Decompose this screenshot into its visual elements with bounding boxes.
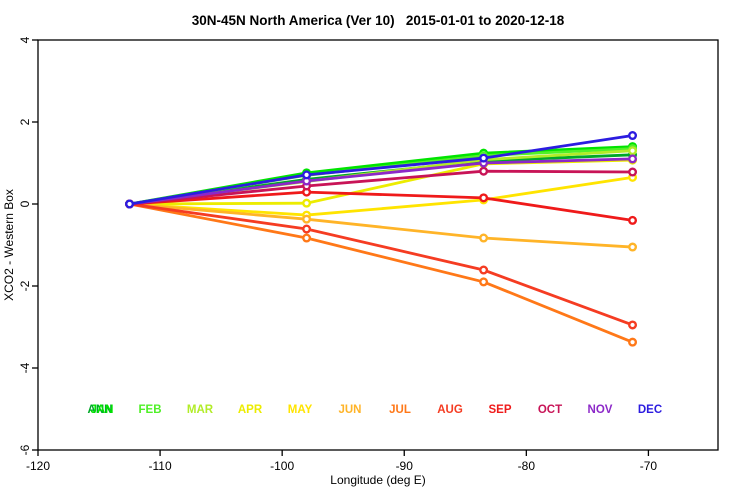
legend-label-nov: NOV (588, 404, 613, 416)
x-tick-label: -90 (396, 459, 414, 473)
y-tick-label: -2 (18, 280, 32, 291)
legend-label-aug: AUG (437, 404, 463, 416)
series-line-oct (128, 169, 634, 206)
legend-label-oct: OCT (538, 404, 562, 416)
series-marker-oct (628, 167, 638, 177)
series-marker-jul (628, 337, 638, 347)
series-marker-nov (628, 154, 638, 164)
series-marker-mar (628, 146, 638, 156)
series-marker-jun (479, 233, 489, 243)
series-line-dec (128, 134, 634, 206)
series-marker-oct (479, 166, 489, 176)
legend-label-jan: JAN (90, 404, 113, 416)
chart-title: 30N-45N North America (Ver 10) 2015-01-0… (192, 13, 565, 28)
legend-label-feb: FEB (139, 404, 162, 416)
y-tick-label: 0 (18, 200, 32, 207)
x-tick-label: -80 (518, 459, 536, 473)
legend-label-may: MAY (288, 404, 313, 416)
series-line-may (128, 175, 634, 217)
series-marker-apr (302, 198, 312, 208)
series-marker-jul (479, 277, 489, 287)
series-marker-jun (628, 242, 638, 252)
x-tick-label: -70 (640, 459, 658, 473)
x-tick-label: -120 (26, 459, 50, 473)
legend-label-jul: JUL (389, 404, 411, 416)
legend-label-mar: MAR (187, 404, 214, 416)
series-marker-jul (302, 233, 312, 243)
y-tick-label: 2 (18, 118, 32, 125)
plot-border (37, 39, 719, 451)
legend-label-sep: SEP (488, 404, 511, 416)
legend-label-apr: APR (238, 404, 263, 416)
series-marker-sep (628, 215, 638, 225)
legend-label-jun: JUN (338, 404, 361, 416)
series-marker-dec (628, 131, 638, 141)
series-marker-dec (302, 170, 312, 180)
x-axis-label: Longitude (deg E) (330, 473, 425, 487)
series-marker-aug (302, 224, 312, 234)
legend-label-dec: DEC (638, 404, 662, 416)
y-axis-label: XCO2 - Western Box (2, 189, 16, 301)
series-marker-dec (125, 199, 135, 209)
y-tick-label: -6 (18, 444, 32, 455)
series-marker-aug (479, 265, 489, 275)
series-marker-jun (302, 214, 312, 224)
y-tick-label: 4 (18, 36, 32, 43)
series-line-jul (128, 202, 634, 344)
series-marker-sep (479, 193, 489, 203)
x-tick-label: -100 (270, 459, 294, 473)
series-line-aug (128, 202, 634, 327)
series-marker-aug (628, 320, 638, 330)
x-tick-label: -110 (149, 459, 172, 473)
series-marker-dec (479, 153, 489, 163)
series-line-jun (128, 202, 634, 249)
series-line-nov (128, 157, 634, 206)
legend-label-ann: ANN (88, 404, 113, 416)
y-tick-label: -4 (18, 362, 32, 373)
series-line-sep (128, 190, 634, 222)
